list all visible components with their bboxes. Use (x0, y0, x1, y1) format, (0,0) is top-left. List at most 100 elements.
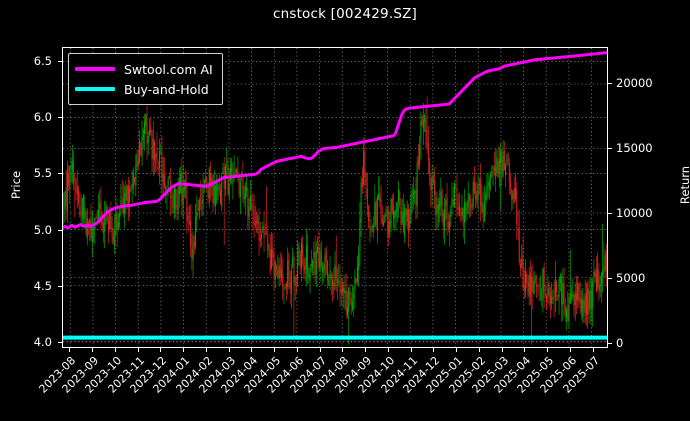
y-tick-mark (58, 116, 62, 118)
y-tick-label: 4.5 (33, 278, 52, 293)
candlestick-body (68, 173, 70, 186)
candlestick-body (480, 179, 482, 207)
x-tick-mark (114, 348, 116, 352)
candlestick-body (442, 213, 444, 227)
candlestick-body (131, 184, 133, 190)
right-y-tick-mark (608, 342, 612, 344)
candlestick-body (425, 119, 427, 133)
candlestick-body (267, 234, 269, 251)
candlestick-body (251, 199, 253, 201)
candlestick-body (258, 221, 260, 241)
candlestick-body (449, 222, 451, 231)
candlestick-body (201, 199, 203, 204)
x-tick-mark (342, 348, 344, 352)
candlestick-body (564, 304, 566, 315)
candlestick-body (388, 221, 390, 234)
x-tick-mark (160, 348, 162, 352)
candlestick-body (455, 183, 457, 185)
candlestick-body (327, 260, 329, 281)
candlestick-body (379, 193, 381, 202)
candlestick-body (314, 252, 316, 279)
candlestick-body (263, 227, 265, 238)
candlestick-body (318, 246, 320, 268)
candlestick-body (481, 202, 483, 212)
candlestick-body (587, 287, 589, 315)
candlestick-body (419, 145, 421, 165)
candlestick-body (274, 262, 276, 280)
candlestick-body (551, 296, 553, 304)
candlestick-body (531, 276, 533, 292)
candlestick-body (277, 269, 279, 278)
candlestick-body (140, 143, 142, 155)
candlestick-body (482, 206, 484, 218)
candlestick-body (392, 207, 395, 220)
candlestick-body (426, 130, 428, 146)
candlestick-body (432, 174, 434, 182)
candlestick-body (346, 306, 348, 316)
y-tick-mark (58, 229, 62, 231)
candlestick-body (411, 189, 413, 195)
candlestick-body (137, 160, 139, 166)
x-tick-mark (433, 348, 435, 352)
candlestick-body (328, 280, 330, 285)
candlestick-body (294, 276, 296, 286)
candlestick-body (513, 187, 515, 204)
candlestick-body (536, 284, 538, 287)
candlestick-body (412, 191, 414, 199)
candlestick-body (102, 222, 104, 234)
candlestick-body (309, 266, 311, 280)
x-tick-mark (524, 348, 526, 352)
candlestick-body (462, 207, 464, 226)
candlestick-body (440, 192, 442, 206)
candlestick-body (100, 200, 102, 223)
candlestick-body (589, 290, 591, 310)
candlestick-body (279, 264, 281, 278)
candlestick-body (323, 263, 325, 272)
candlestick-body (325, 251, 327, 261)
candlestick-body (222, 172, 224, 173)
candlestick-body (145, 114, 147, 126)
candlestick-body (340, 289, 342, 294)
candlestick-body (556, 282, 558, 292)
candlestick-body (198, 200, 200, 212)
candlestick-body (401, 212, 403, 224)
candlestick-body (435, 197, 437, 216)
candlestick-body (173, 186, 175, 213)
candlestick-body (181, 173, 183, 203)
candlestick-body (176, 204, 178, 209)
candlestick-body (437, 204, 439, 212)
candlestick-body (329, 270, 331, 280)
x-tick-mark (137, 348, 139, 352)
candlestick-body (305, 245, 307, 270)
candlestick-body (115, 211, 117, 236)
candlestick-body (84, 207, 86, 218)
candlestick-body (285, 283, 287, 288)
candlestick-body (597, 268, 599, 288)
candlestick-body (284, 287, 286, 289)
candlestick-body (330, 274, 332, 279)
candlestick-body (112, 236, 114, 243)
candlestick-body (547, 288, 549, 297)
candlestick-body (238, 175, 240, 194)
candlestick-body (78, 190, 80, 203)
candlestick-body (214, 186, 217, 206)
candlestick-body (76, 187, 78, 195)
x-tick-mark (205, 348, 207, 352)
candlestick-body (172, 195, 174, 209)
candlestick-body (195, 216, 197, 247)
candlestick-body (444, 209, 446, 231)
ai-strategy-line (63, 51, 607, 230)
candlestick-body (353, 293, 355, 300)
candlestick-body (319, 253, 321, 272)
candlestick-body (380, 198, 382, 218)
candlestick-body (436, 206, 438, 215)
candlestick-body (404, 207, 406, 238)
candlestick-body (259, 236, 261, 241)
candlestick-body (497, 160, 499, 178)
candlestick-body (282, 274, 284, 286)
candlestick-body (242, 178, 244, 194)
x-tick-mark (569, 348, 571, 352)
candlestick-body (458, 203, 460, 216)
candlestick-body (322, 267, 324, 273)
candlestick-body (162, 173, 164, 182)
